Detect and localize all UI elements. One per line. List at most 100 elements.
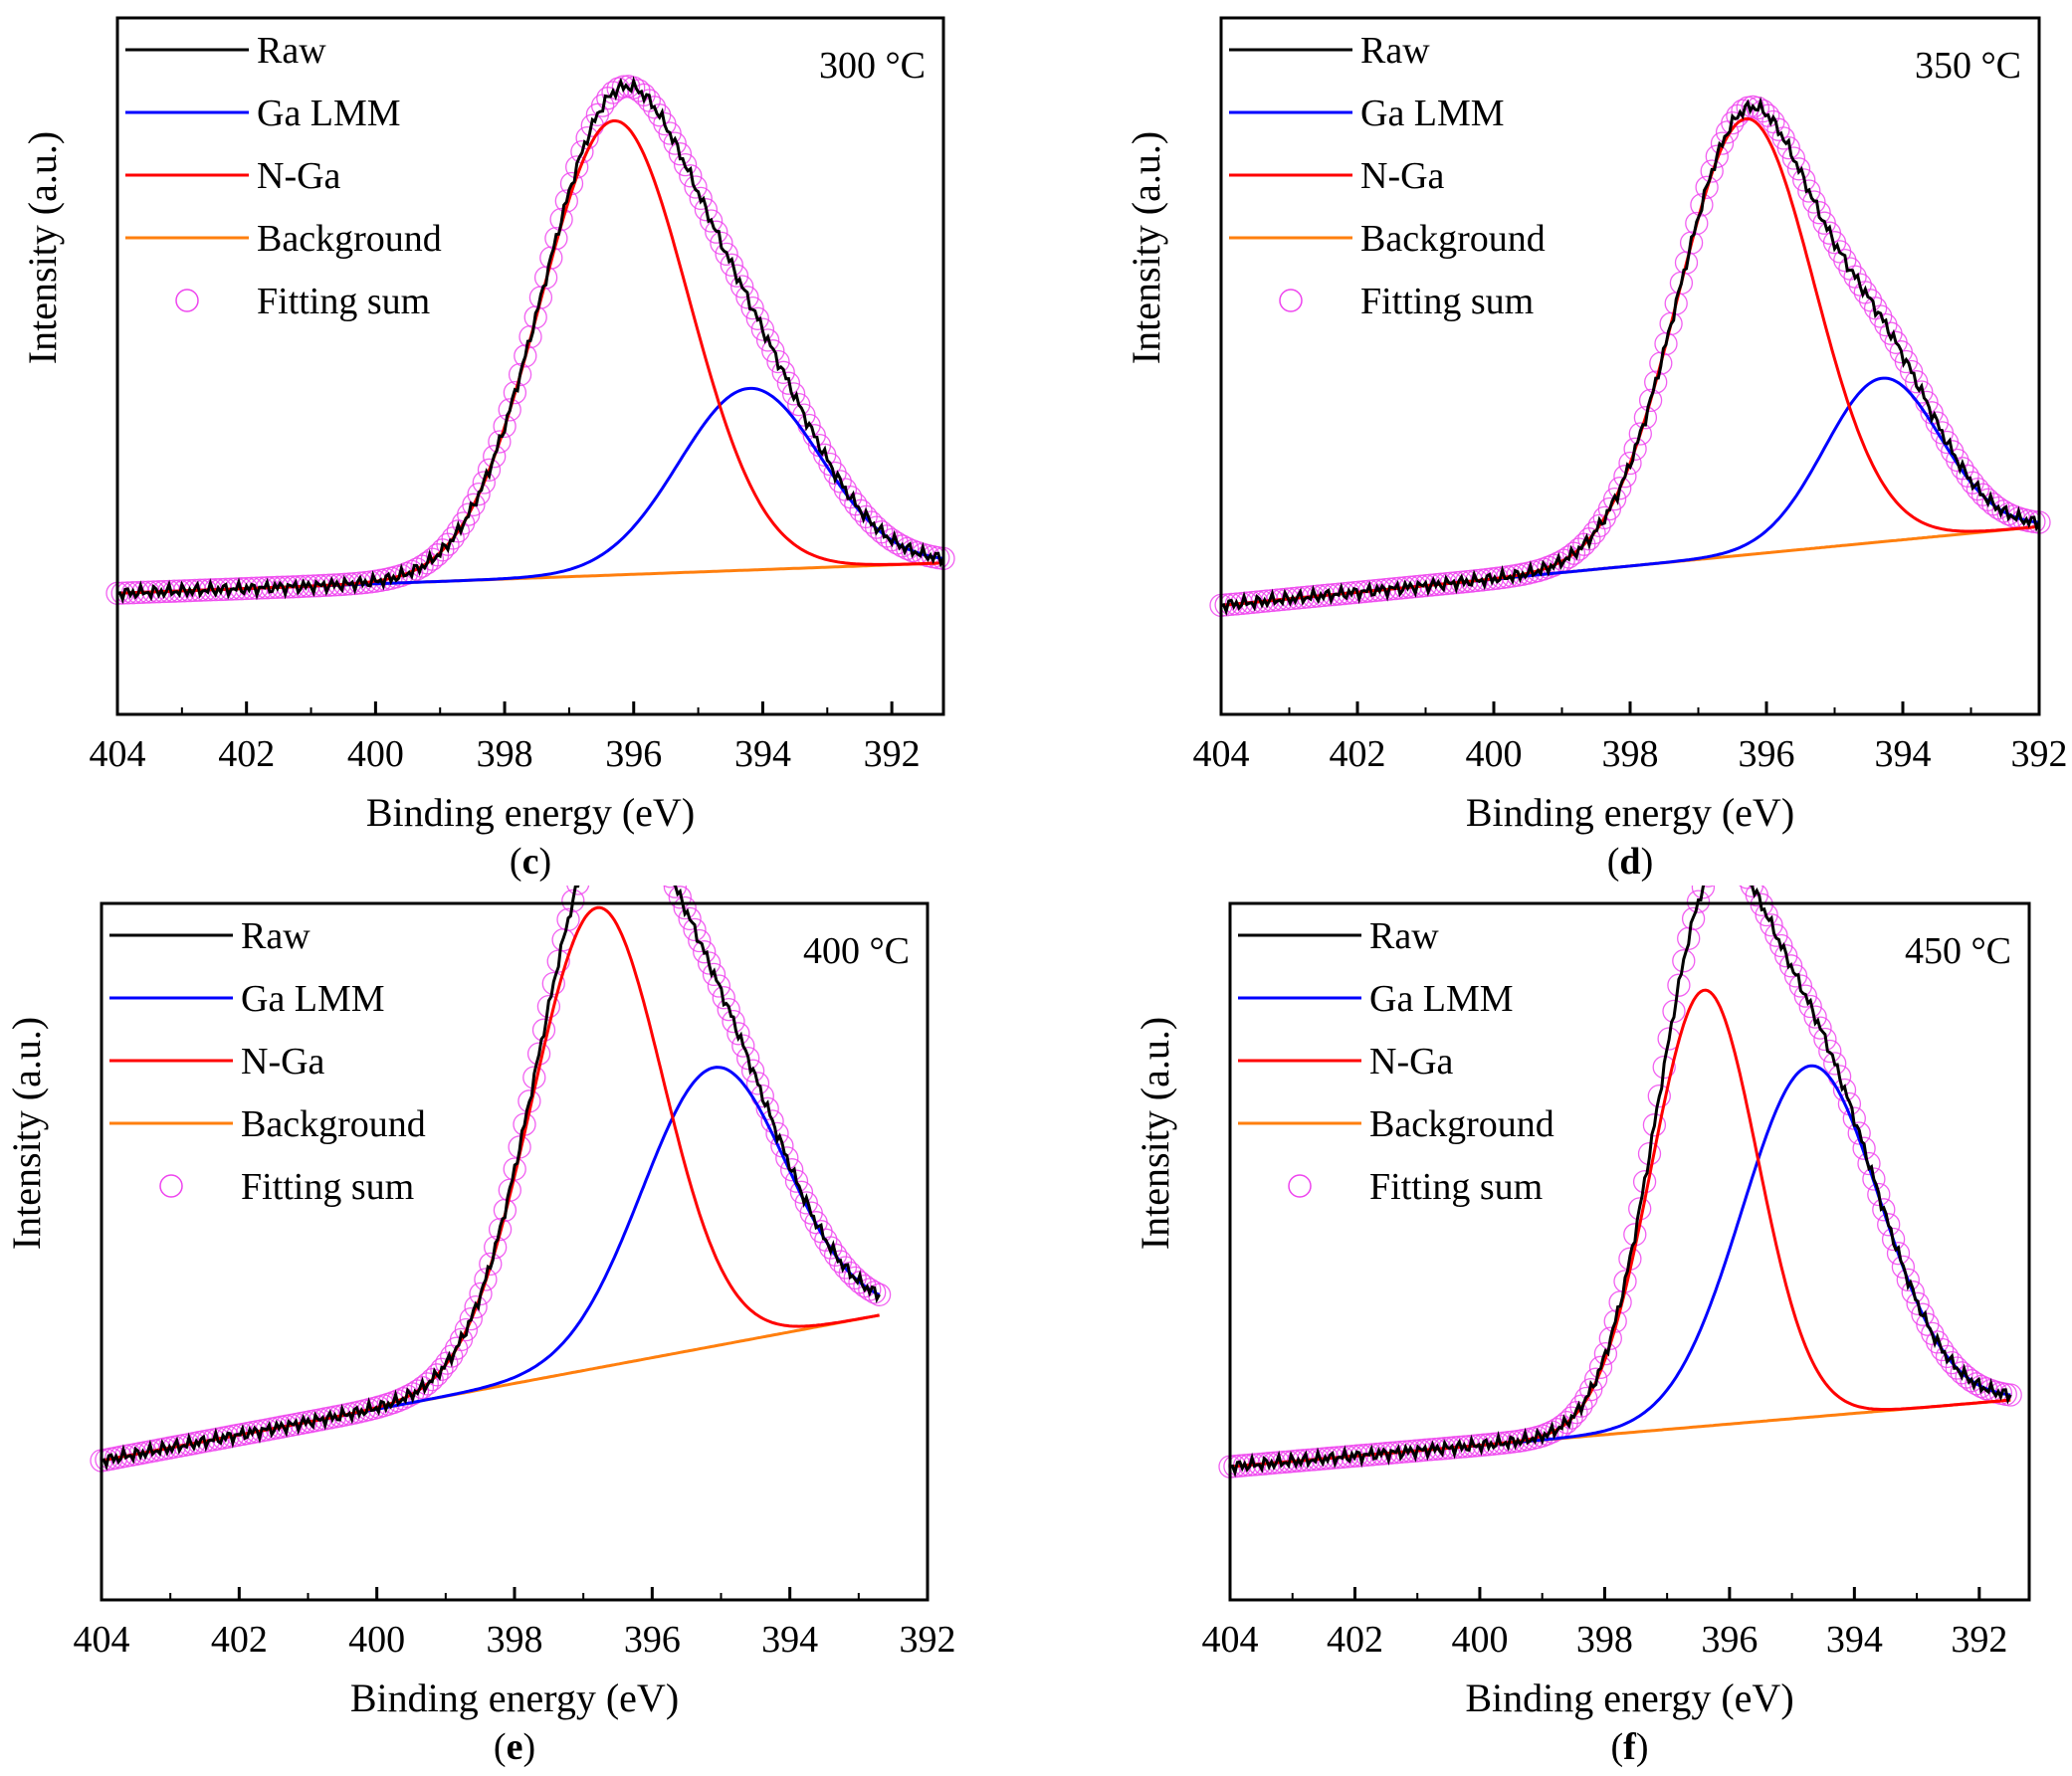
fitting-sum-point <box>1608 477 1632 500</box>
fitting-sum-point <box>1905 370 1929 394</box>
fitting-sum-point <box>712 986 735 1010</box>
panel-caption: (f) <box>1611 1726 1649 1768</box>
fitting-sum-point <box>1677 926 1701 950</box>
fitting-sum-point <box>1783 964 1808 988</box>
x-tick-label: 394 <box>1875 733 1932 775</box>
fitting-sum-point <box>775 1146 799 1170</box>
fitting-sum-point <box>781 382 806 406</box>
fitting-sum-point <box>823 461 847 486</box>
fitting-sum-point <box>1588 1355 1613 1379</box>
legend-marker <box>159 1174 183 1198</box>
chart-svg: 404 402 400 398 396 394 392 Binding energy (eV)… <box>1124 16 2068 883</box>
fitting-sum-point <box>702 962 726 987</box>
fitting-sum-point <box>694 198 719 222</box>
ga-lmm-line <box>116 386 944 595</box>
x-tick-label: 394 <box>761 1619 818 1661</box>
fitting-sum-point <box>683 917 707 942</box>
fitting-sum-point <box>1803 1005 1827 1029</box>
fitting-sum-point <box>684 175 708 199</box>
fitting-sum-point <box>731 1034 755 1058</box>
x-axis-title: Binding energy (eV) <box>1465 1676 1793 1720</box>
fitting-sum-point <box>1798 994 1822 1019</box>
fitting-sum-point <box>488 430 512 454</box>
fitting-sum-point <box>1896 1268 1920 1292</box>
legend-label: Raw <box>1360 30 1430 72</box>
fitting-sum-point <box>1862 1167 1886 1191</box>
x-tick-label: 392 <box>2011 733 2068 775</box>
fitting-sum-series <box>1218 847 2022 1479</box>
x-tick-label: 400 <box>1466 733 1523 775</box>
fitting-sum-point <box>1961 471 1984 494</box>
fitting-sum-point <box>1649 351 1673 375</box>
fitting-sum-point <box>771 360 795 384</box>
legend-label: Raw <box>241 915 311 957</box>
x-tick-label: 402 <box>218 733 275 775</box>
fitting-sum-point <box>425 1363 449 1387</box>
legend-label: Background <box>241 1103 426 1145</box>
fitting-sum-point <box>1877 1213 1901 1237</box>
x-tick-label: 404 <box>74 1619 130 1661</box>
fitting-sum-point <box>1564 1400 1588 1425</box>
fitting-sum-point <box>1628 422 1652 446</box>
fitting-sum-point <box>1786 157 1811 181</box>
n-ga-line <box>116 119 944 595</box>
fitting-sum-point <box>1710 131 1735 155</box>
fitting-sum-point <box>1899 359 1924 384</box>
fitting-sum-point <box>1613 465 1637 489</box>
legend-label: Raw <box>1369 915 1439 957</box>
legend-label: Background <box>1369 1103 1554 1145</box>
legend-label: Background <box>257 218 442 260</box>
fitting-sum-point <box>1797 179 1821 203</box>
fitting-sum-point <box>1685 211 1709 236</box>
y-axis-title: Intensity (a.u.) <box>4 1017 49 1250</box>
fitting-sum-point <box>1911 1302 1935 1326</box>
chart-panel-d: 404 402 400 398 396 394 392 Binding energy (eV)… <box>1036 0 2072 886</box>
fitting-sum-point <box>863 1281 887 1304</box>
x-tick-label: 398 <box>1576 1619 1633 1661</box>
fitting-sum-point <box>823 1243 848 1267</box>
fitting-sum-point <box>745 1072 770 1095</box>
fitting-sum-point <box>1705 144 1729 168</box>
fitting-sum-point <box>1935 1344 1960 1369</box>
fitting-sum-point <box>707 974 731 998</box>
fitting-sum-point <box>819 1236 843 1260</box>
fitting-sum-point <box>1731 99 1755 122</box>
fitting-sum-point <box>740 1059 765 1083</box>
fitting-sum-point <box>1700 159 1724 183</box>
fitting-sum-point <box>867 1283 892 1306</box>
fitting-sum-point <box>561 888 585 913</box>
fitting-sum-point <box>838 1261 862 1285</box>
fitting-sum-point <box>1760 913 1783 937</box>
legend-label: N-Ga <box>1360 155 1445 197</box>
fitting-sum-point <box>668 142 693 166</box>
fitting-sum-point <box>1632 1170 1657 1194</box>
fitting-sum-point <box>780 1158 804 1182</box>
x-tick-label: 400 <box>347 733 404 775</box>
legend-label: Ga LMM <box>241 978 385 1020</box>
fitting-sum-point <box>1598 1326 1622 1350</box>
fitting-sum-point <box>726 1022 750 1046</box>
fitting-sum-point <box>1891 1255 1916 1280</box>
fitting-sum-point <box>720 253 743 277</box>
x-tick-label: 400 <box>1451 1619 1508 1661</box>
fitting-sum-point <box>539 246 563 270</box>
fitting-sum-point <box>792 403 816 427</box>
fitting-sum-point <box>1690 193 1714 217</box>
x-tick-label: 398 <box>477 733 533 775</box>
fitting-sum-point <box>678 906 702 931</box>
legend-label: Fitting sum <box>257 281 430 322</box>
x-tick-label: 396 <box>1739 733 1795 775</box>
fitting-sum-series <box>90 800 892 1473</box>
fitting-sum-point <box>1808 1016 1832 1040</box>
fitting-sum-point <box>1672 949 1696 973</box>
fitting-sum-point <box>518 324 542 349</box>
fitting-sum-point <box>1793 984 1817 1008</box>
legend-label: Raw <box>257 30 326 72</box>
raw-line <box>1220 97 2041 617</box>
fitting-sum-point <box>725 264 749 288</box>
fitting-sum-point <box>740 296 764 320</box>
y-axis-title: Intensity (a.u.) <box>1133 1017 1177 1250</box>
fitting-sum-point <box>503 380 527 405</box>
fitting-sum-point <box>541 971 565 996</box>
fitting-sum-point <box>755 1096 779 1120</box>
